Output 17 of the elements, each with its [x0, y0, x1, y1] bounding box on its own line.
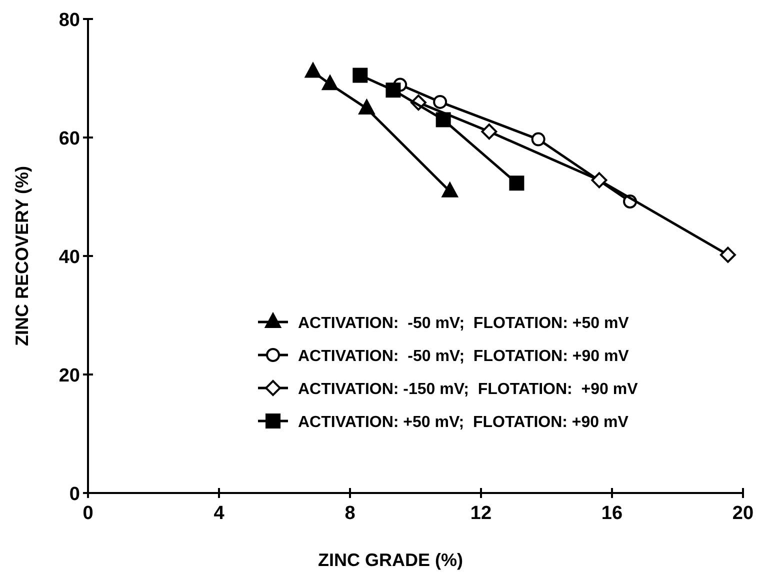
legend-label: ACTIVATION: +50 mV; FLOTATION: +90 mV	[298, 414, 629, 431]
x-tick-label: 12	[470, 503, 492, 524]
x-tick-label: 16	[601, 503, 623, 524]
legend-label: ACTIVATION: -150 mV; FLOTATION: +90 mV	[298, 381, 638, 398]
x-tick-label: 0	[82, 503, 94, 524]
x-tick-label: 4	[214, 503, 225, 524]
x-tick-label: 8	[344, 503, 356, 524]
x-tick-label: 20	[732, 503, 754, 524]
y-tick-label: 60	[58, 128, 80, 150]
x-axis-title: ZINC GRADE (%)	[318, 550, 463, 570]
legend-label: ACTIVATION: -50 mV; FLOTATION: +50 mV	[298, 315, 630, 332]
y-tick-label: 80	[58, 10, 80, 31]
y-tick-label: 40	[58, 247, 80, 268]
y-tick-label: 20	[58, 366, 80, 386]
y-tick-label: 0	[69, 484, 80, 505]
y-axis-title: ZINC RECOVERY (%)	[12, 166, 32, 346]
legend-label: ACTIVATION: -50 mV; FLOTATION: +90 mV	[298, 348, 630, 365]
